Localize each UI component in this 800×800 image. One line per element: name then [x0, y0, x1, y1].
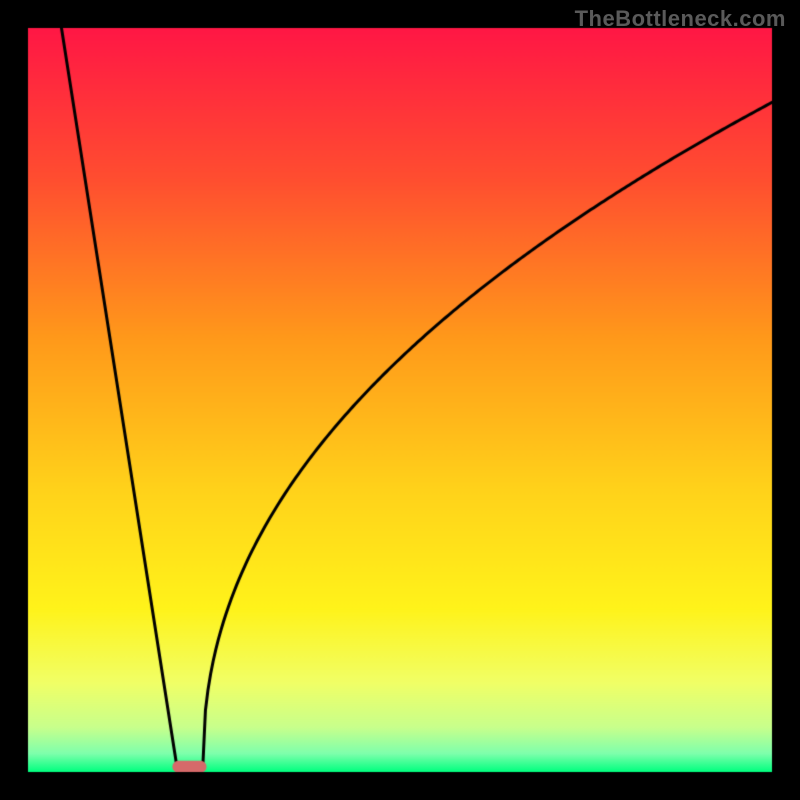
- bottleneck-chart-container: TheBottleneck.com: [0, 0, 800, 800]
- bottleneck-curve-chart: [0, 0, 800, 800]
- watermark-text: TheBottleneck.com: [575, 6, 786, 32]
